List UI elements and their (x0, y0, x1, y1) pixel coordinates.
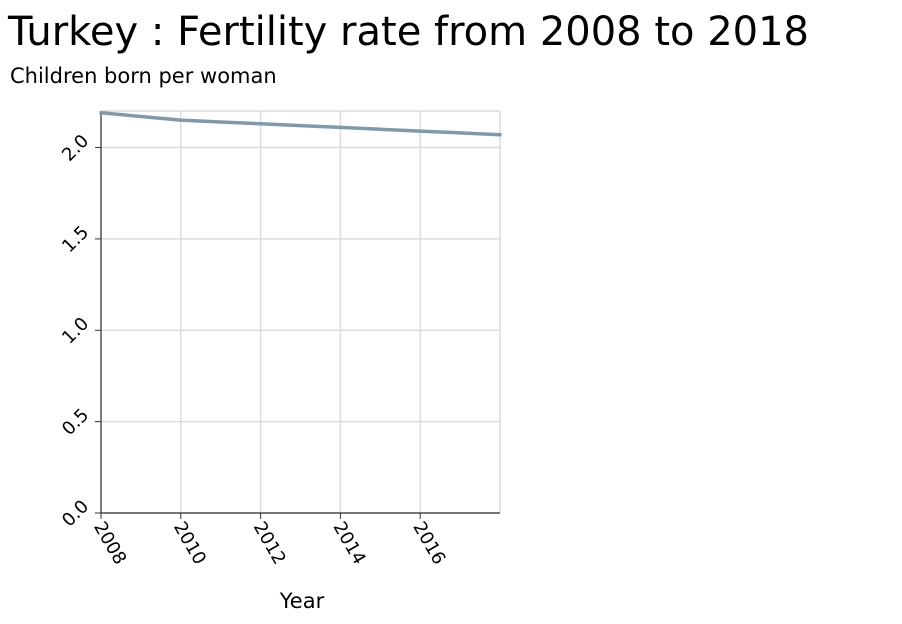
y-tick-label: 0.0 (58, 496, 93, 531)
y-tick-label: 0.5 (58, 405, 93, 440)
y-tick-label: 1.0 (58, 313, 93, 348)
tick-labels: 0.0 0.5 1.0 1.5 2.0 2008 2010 2012 2014 2016 (58, 131, 449, 569)
x-tick-label: 2014 (329, 518, 370, 568)
y-tick-label: 1.5 (58, 222, 93, 257)
gridlines (100, 110, 501, 514)
y-axis-label: Children born per woman (10, 64, 277, 88)
x-tick-label: 2012 (249, 518, 290, 568)
chart-title: Turkey : Fertility rate from 2008 to 201… (8, 9, 809, 55)
series-line (99, 111, 502, 137)
axes (95, 111, 500, 519)
x-axis-label: Year (279, 589, 325, 613)
x-tick-label: 2016 (408, 518, 449, 568)
x-tick-label: 2010 (169, 518, 210, 568)
series-layer (99, 111, 502, 137)
y-tick-label: 2.0 (58, 131, 93, 166)
x-tick-label: 2008 (89, 518, 130, 568)
